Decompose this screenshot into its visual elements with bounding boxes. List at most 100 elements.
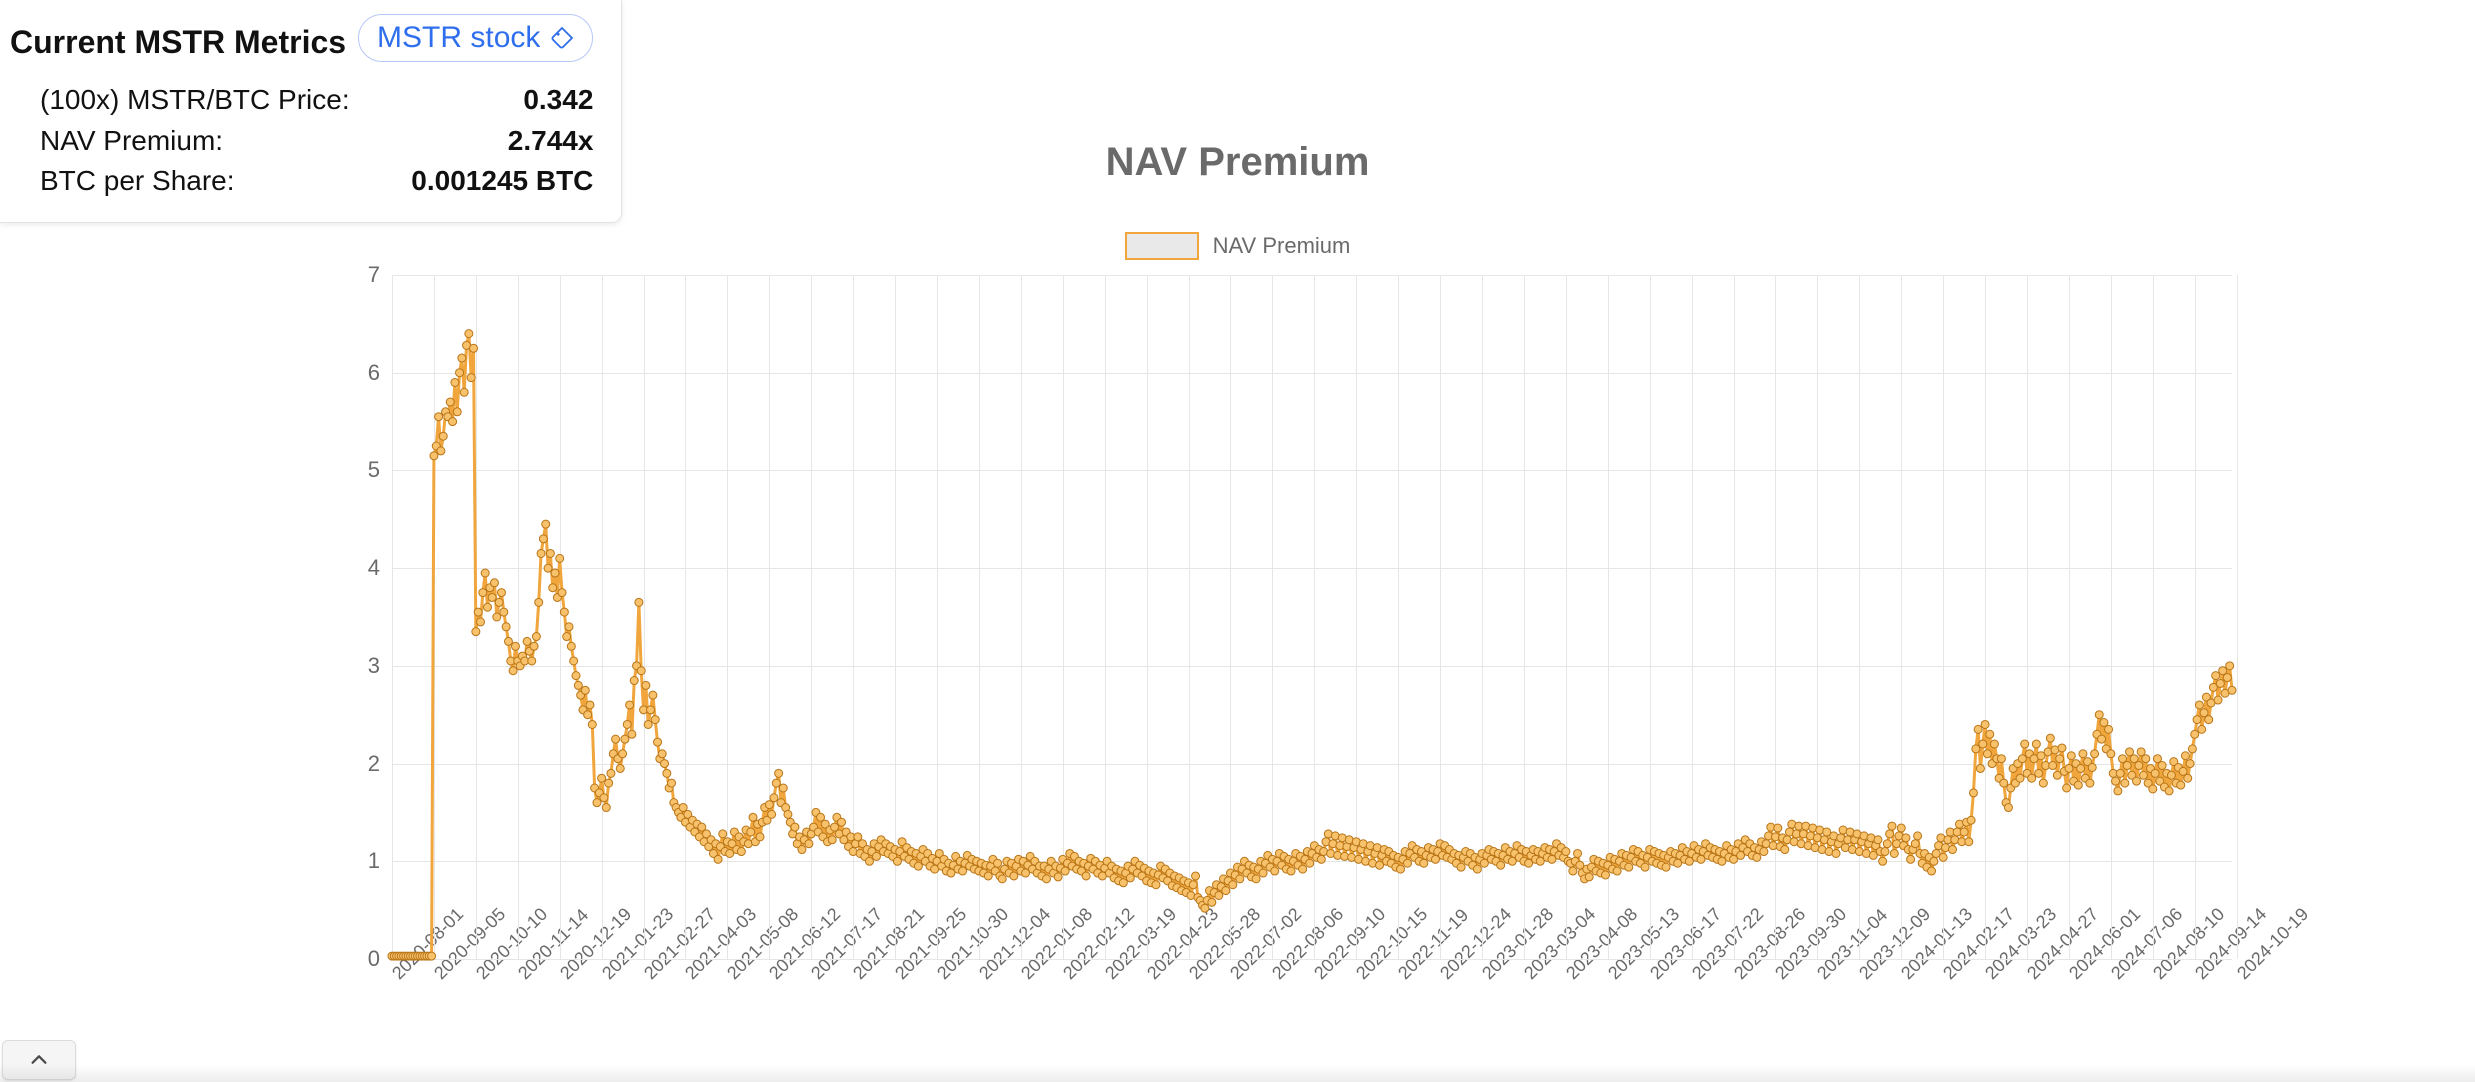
series-marker[interactable] [2091, 750, 2099, 758]
series-marker[interactable] [446, 398, 454, 406]
series-marker[interactable] [1883, 840, 1891, 848]
series-marker[interactable] [1939, 853, 1947, 861]
series-marker[interactable] [563, 633, 571, 641]
series-marker[interactable] [1457, 863, 1465, 871]
series-marker[interactable] [472, 628, 480, 636]
series-marker[interactable] [2139, 771, 2147, 779]
series-marker[interactable] [1886, 830, 1894, 838]
series-marker[interactable] [458, 354, 466, 362]
series-marker[interactable] [828, 836, 836, 844]
series-marker[interactable] [1874, 836, 1882, 844]
series-marker[interactable] [1960, 828, 1968, 836]
series-marker[interactable] [556, 554, 564, 562]
series-marker[interactable] [626, 701, 634, 709]
series-marker[interactable] [1990, 740, 1998, 748]
series-marker[interactable] [872, 852, 880, 860]
series-marker[interactable] [1420, 859, 1428, 867]
series-marker[interactable] [502, 623, 510, 631]
series-marker[interactable] [1259, 869, 1267, 877]
series-marker[interactable] [1965, 838, 1973, 846]
series-marker[interactable] [2046, 734, 2054, 742]
series-marker[interactable] [2191, 730, 2199, 738]
series-marker[interactable] [1997, 755, 2005, 763]
series-marker[interactable] [2004, 804, 2012, 812]
series-marker[interactable] [2223, 674, 2231, 682]
series-marker[interactable] [451, 378, 459, 386]
series-marker[interactable] [1781, 846, 1789, 854]
series-marker[interactable] [1215, 891, 1223, 899]
series-marker[interactable] [465, 330, 473, 338]
series-marker[interactable] [647, 706, 655, 714]
series-marker[interactable] [1760, 848, 1768, 856]
series-marker[interactable] [2032, 740, 2040, 748]
series-marker[interactable] [651, 716, 659, 724]
series-marker[interactable] [2167, 771, 2175, 779]
series-marker[interactable] [2105, 725, 2113, 733]
series-marker[interactable] [865, 857, 873, 865]
series-marker[interactable] [2079, 750, 2087, 758]
series-marker[interactable] [1403, 859, 1411, 867]
series-marker[interactable] [528, 657, 536, 665]
series-marker[interactable] [1287, 867, 1295, 875]
series-marker[interactable] [805, 840, 813, 848]
series-marker[interactable] [893, 857, 901, 865]
series-marker[interactable] [497, 589, 505, 597]
series-marker[interactable] [481, 569, 489, 577]
series-marker[interactable] [772, 779, 780, 787]
series-marker[interactable] [1252, 875, 1260, 883]
series-marker[interactable] [2177, 781, 2185, 789]
series-marker[interactable] [2077, 764, 2085, 772]
series-marker[interactable] [2088, 763, 2096, 771]
series-marker[interactable] [1497, 861, 1505, 869]
series-marker[interactable] [1054, 873, 1062, 881]
series-marker[interactable] [616, 764, 624, 772]
series-marker[interactable] [2214, 696, 2222, 704]
series-marker[interactable] [994, 859, 1002, 867]
series-marker[interactable] [2186, 760, 2194, 768]
plot-area[interactable]: 2020-08-012020-09-052020-10-102020-11-14… [392, 275, 2232, 959]
series-marker[interactable] [449, 418, 457, 426]
series-marker[interactable] [1208, 898, 1216, 906]
series-marker[interactable] [1832, 849, 1840, 857]
series-marker[interactable] [586, 701, 594, 709]
series-marker[interactable] [1306, 859, 1314, 867]
series-marker[interactable] [2205, 716, 2213, 724]
series-marker[interactable] [558, 589, 566, 597]
series-marker[interactable] [1189, 881, 1197, 889]
series-marker[interactable] [593, 799, 601, 807]
series-marker[interactable] [1061, 867, 1069, 875]
series-marker[interactable] [1969, 789, 1977, 797]
series-marker[interactable] [535, 598, 543, 606]
series-marker[interactable] [1907, 855, 1915, 863]
series-marker[interactable] [2049, 762, 2057, 770]
series-marker[interactable] [1201, 904, 1209, 912]
series-marker[interactable] [588, 720, 596, 728]
series-marker[interactable] [784, 810, 792, 818]
series-marker[interactable] [2184, 774, 2192, 782]
series-marker[interactable] [1902, 834, 1910, 842]
series-marker[interactable] [530, 642, 538, 650]
series-marker[interactable] [1119, 879, 1127, 887]
series-marker[interactable] [437, 447, 445, 455]
series-marker[interactable] [2228, 686, 2236, 694]
series-marker[interactable] [511, 642, 519, 650]
series-marker[interactable] [493, 613, 501, 621]
series-marker[interactable] [2058, 744, 2066, 752]
series-marker[interactable] [551, 569, 559, 577]
series-marker[interactable] [635, 598, 643, 606]
series-marker[interactable] [602, 804, 610, 812]
series-marker[interactable] [2133, 777, 2141, 785]
series-marker[interactable] [1082, 872, 1090, 880]
series-marker[interactable] [2142, 755, 2150, 763]
series-marker[interactable] [1911, 840, 1919, 848]
series-marker[interactable] [649, 691, 657, 699]
series-marker[interactable] [2065, 764, 2073, 772]
series-marker[interactable] [2028, 774, 2036, 782]
series-marker[interactable] [504, 637, 512, 645]
series-marker[interactable] [539, 535, 547, 543]
series-marker[interactable] [1126, 874, 1134, 882]
series-marker[interactable] [2018, 755, 2026, 763]
series-marker[interactable] [565, 623, 573, 631]
series-marker[interactable] [2212, 672, 2220, 680]
series-marker[interactable] [2067, 752, 2075, 760]
